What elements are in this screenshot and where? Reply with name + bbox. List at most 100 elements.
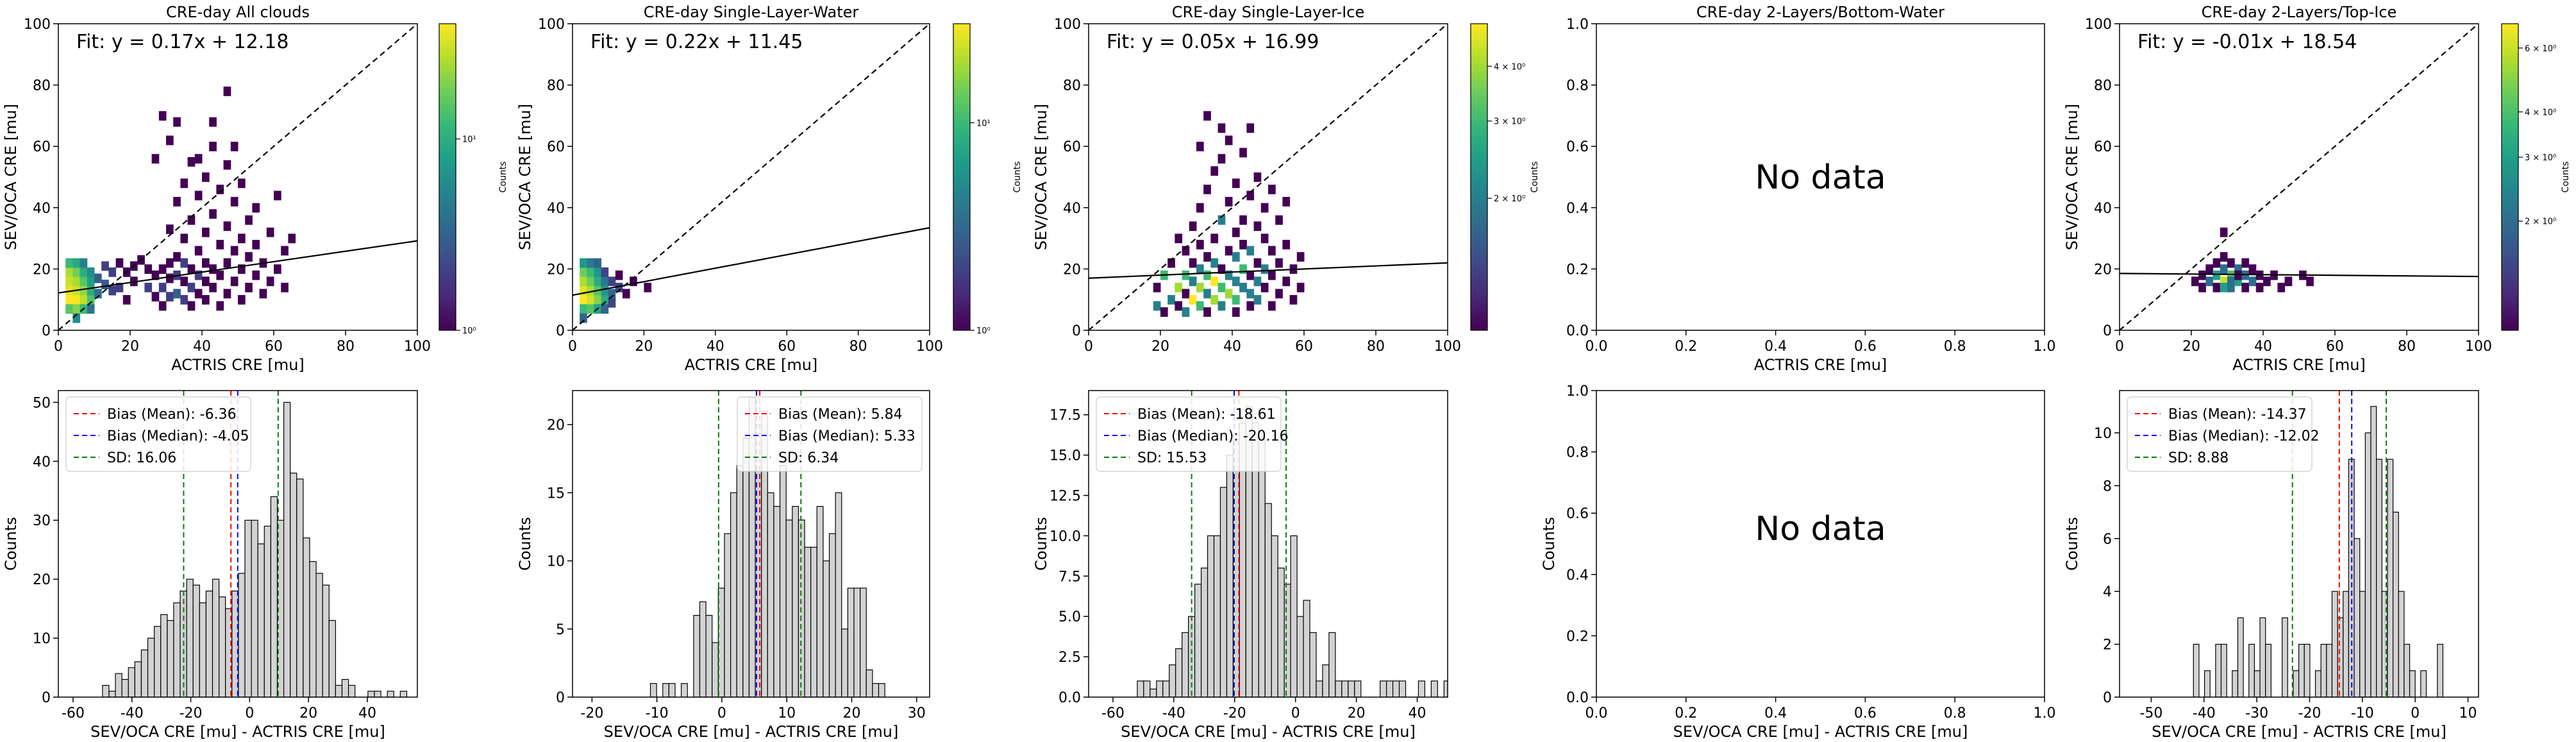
y-tick-label: 40 xyxy=(2094,201,2112,217)
heatmap-cell xyxy=(180,178,188,189)
y-tick-label: 7.5 xyxy=(1058,569,1081,585)
heatmap-cell xyxy=(79,285,88,296)
histogram-bar xyxy=(853,587,861,697)
heatmap-cell xyxy=(1282,197,1291,207)
heatmap-cell xyxy=(65,295,73,305)
no-data-text: No data xyxy=(1755,158,1886,197)
histogram-bar xyxy=(2254,670,2261,697)
heatmap-cell xyxy=(72,304,81,314)
histogram-bars xyxy=(2193,391,2444,697)
heatmap-cell xyxy=(65,267,73,277)
heatmap-cell xyxy=(1246,289,1255,299)
histogram-bar xyxy=(878,683,885,697)
legend-entry: Bias (Mean): -6.36 xyxy=(107,407,237,423)
colorbar-tick-label: 3 × 10⁰ xyxy=(1494,117,1525,127)
heatmap-cell xyxy=(79,295,88,305)
histogram-bar xyxy=(2265,643,2271,697)
histogram-bar xyxy=(1226,455,1234,697)
colorbar-gradient xyxy=(1470,23,1488,331)
histogram-bar xyxy=(1322,664,1330,697)
axes-frame xyxy=(572,23,930,331)
heatmap-cell xyxy=(187,156,196,167)
histogram-bar xyxy=(1264,503,1272,697)
x-tick-label: 0 xyxy=(2411,705,2420,721)
histogram-bar xyxy=(693,614,701,697)
heatmap-cell xyxy=(2255,282,2264,292)
fit-label: Fit: y = 0.22x + 11.45 xyxy=(590,31,803,53)
histogram-bar xyxy=(2437,643,2444,697)
histogram-bar xyxy=(1175,648,1183,697)
heatmap-cell xyxy=(1246,123,1255,133)
heatmap-cell xyxy=(1275,215,1283,225)
heatmap-cell xyxy=(2227,258,2235,268)
heatmap-cell xyxy=(166,258,174,268)
x-tick-label: 0 xyxy=(568,339,577,355)
y-tick-label: 20 xyxy=(547,262,565,278)
heatmap-cell xyxy=(94,273,102,283)
histogram-bar xyxy=(1213,535,1221,697)
histogram-bar xyxy=(1137,680,1144,697)
y-tick-label: 0.0 xyxy=(1566,690,1589,706)
histogram-bar xyxy=(779,465,787,697)
x-tick-label: 0.0 xyxy=(1585,705,1608,721)
heatmap-cell xyxy=(65,258,73,268)
heatmap-cell xyxy=(87,295,95,305)
histogram-bar xyxy=(2337,617,2344,697)
x-tick-label: -40 xyxy=(2193,705,2216,721)
x-tick-label: 60 xyxy=(265,339,283,355)
heatmap-cell xyxy=(594,295,602,305)
legend-entry: Bias (Median): -20.16 xyxy=(1137,428,1289,444)
y-tick-label: 40 xyxy=(33,454,51,470)
histogram-bar xyxy=(251,519,258,697)
heatmap-cell xyxy=(1217,264,1226,274)
one-to-one-line xyxy=(58,24,417,330)
heatmap-cell xyxy=(2227,270,2235,280)
heatmap-panel-2: CRE-day Single-Layer-Water Fit: y = 0.22x… xyxy=(516,3,943,374)
colorbar-tick-label: 2 × 10⁰ xyxy=(1494,194,1525,204)
heatmap-cell xyxy=(202,172,210,182)
x-tick-label: 0 xyxy=(1291,705,1300,721)
colorbar-gradient xyxy=(2501,23,2519,331)
colorbar-label: Counts xyxy=(498,162,508,193)
heatmap-cell xyxy=(2263,276,2271,287)
histogram-bar xyxy=(1309,632,1317,697)
heatmap-cell xyxy=(166,135,174,146)
histogram-bar xyxy=(1418,680,1426,697)
heatmap-cell xyxy=(223,289,231,299)
x-tick-label: 80 xyxy=(337,339,355,355)
histogram-bar xyxy=(705,614,713,697)
x-tick-label: 0.6 xyxy=(1854,705,1877,721)
histogram-bar xyxy=(2376,459,2382,697)
heatmap-cell xyxy=(580,295,587,305)
heatmap-cell xyxy=(1225,135,1233,146)
histogram-bar xyxy=(828,533,836,697)
histogram-bar xyxy=(173,602,181,697)
histogram-panel-5: Bias (Mean): -14.37 Bias (Median): -12.02… xyxy=(2063,390,2479,741)
heatmap-cell xyxy=(223,86,231,96)
heatmap-cell xyxy=(216,184,224,194)
y-tick-label: 20 xyxy=(547,417,565,434)
heatmap-cell xyxy=(2212,270,2221,280)
heatmap-cell xyxy=(166,292,174,302)
heatmap-cell xyxy=(1196,301,1204,311)
y-tick-label: 10 xyxy=(547,554,565,570)
heatmap-cell xyxy=(180,258,188,268)
heatmap-cell xyxy=(94,289,102,299)
histogram-bar xyxy=(374,691,381,697)
y-tick-label: 0 xyxy=(2103,323,2112,339)
x-tick-label: 0 xyxy=(245,705,254,721)
heatmap-cell xyxy=(1268,270,1276,280)
x-tick-label: 20 xyxy=(635,339,653,355)
colorbar-tick-label: 10¹ xyxy=(976,119,991,128)
heatmap-cell xyxy=(173,197,181,207)
y-axis-label: Counts xyxy=(1540,517,1558,571)
histogram-bar xyxy=(816,505,824,697)
y-tick-label: 0.0 xyxy=(1058,690,1081,706)
x-tick-label: 100 xyxy=(404,339,431,355)
heatmap-cell xyxy=(158,264,167,274)
axes-frame xyxy=(58,23,418,331)
heatmap-cell xyxy=(1260,233,1269,244)
heatmap-cell xyxy=(1210,295,1219,305)
heatmap-cell xyxy=(108,267,117,277)
histogram-bar xyxy=(712,642,719,697)
